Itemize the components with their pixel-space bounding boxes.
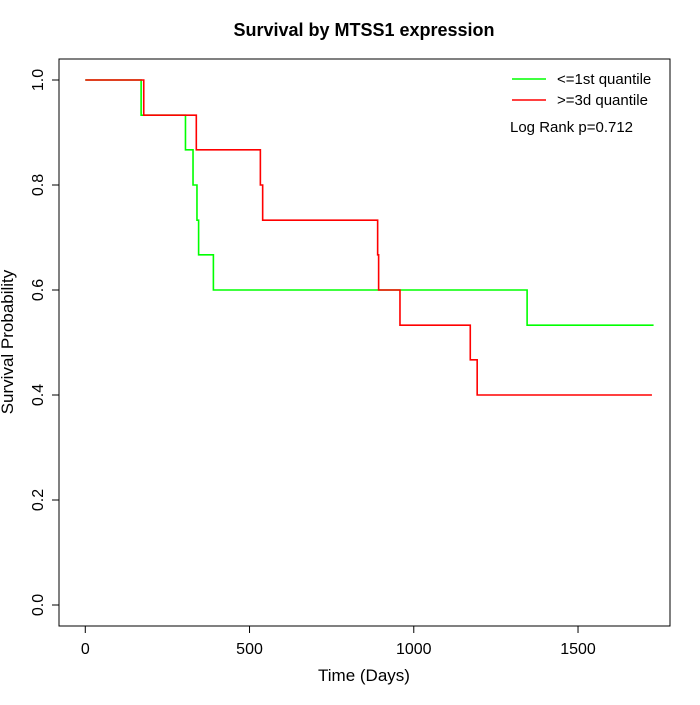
y-tick-label: 0.8	[30, 174, 47, 196]
series-layer	[85, 79, 654, 396]
plot-area-frame	[58, 58, 671, 627]
y-tick-label: 0.4	[30, 384, 47, 406]
x-tick-label: 1500	[560, 641, 596, 658]
y-axis: 0.0 0.2 0.4 0.6 0.8 1.0	[30, 69, 60, 616]
x-axis-label: Time (Days)	[318, 666, 410, 685]
y-tick-label: 0.0	[30, 594, 47, 616]
series-line-2	[85, 79, 652, 396]
y-axis-label: Survival Probability	[0, 269, 17, 414]
legend-label-2: >=3d quantile	[557, 92, 648, 109]
y-tick-label: 1.0	[30, 69, 47, 91]
x-tick-label: 0	[81, 641, 90, 658]
legend-label-1: <=1st quantile	[557, 71, 651, 88]
x-axis: 0 500 1000 1500	[81, 625, 596, 658]
y-tick-label: 0.6	[30, 279, 47, 301]
y-tick-label: 0.2	[30, 489, 47, 511]
x-tick-label: 500	[236, 641, 263, 658]
log-rank-annotation: Log Rank p=0.712	[510, 119, 633, 136]
legend: <=1st quantile >=3d quantile	[512, 71, 651, 109]
x-tick-label: 1000	[396, 641, 432, 658]
series-line-1	[85, 79, 654, 326]
chart-title: Survival by MTSS1 expression	[233, 20, 494, 40]
